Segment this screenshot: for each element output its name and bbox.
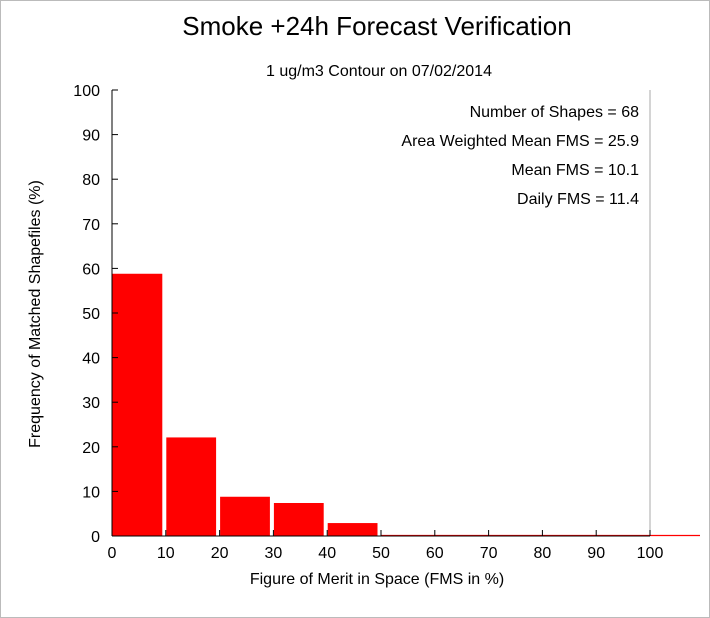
y-tick-label-60: 60 <box>82 261 100 278</box>
stat-daily-fms: Daily FMS = 11.4 <box>517 191 639 208</box>
y-tick-label-10: 10 <box>82 484 100 501</box>
y-axis-label: Frequency of Matched Shapefiles (%) <box>27 180 44 448</box>
bars-group <box>112 273 700 537</box>
stat-area-weighted-mean-fms: Area Weighted Mean FMS = 25.9 <box>401 133 639 150</box>
stat-mean-fms: Mean FMS = 10.1 <box>511 162 639 179</box>
chart-title: Smoke +24h Forecast Verification <box>182 11 571 41</box>
x-tick-label-60: 60 <box>426 545 444 562</box>
y-tick-label-70: 70 <box>82 217 100 234</box>
x-tick-label-30: 30 <box>265 545 283 562</box>
y-tick-label-100: 100 <box>73 83 100 100</box>
x-tick-label-0: 0 <box>108 545 117 562</box>
bar-2 <box>220 496 270 536</box>
y-ticks-group: 0 10 20 30 40 50 60 70 80 90 100 <box>73 83 118 546</box>
y-tick-label-50: 50 <box>82 306 100 323</box>
x-tick-label-80: 80 <box>534 545 552 562</box>
bar-4 <box>327 523 378 536</box>
x-tick-label-50: 50 <box>372 545 390 562</box>
x-tick-label-100: 100 <box>637 545 664 562</box>
x-tick-label-40: 40 <box>318 545 336 562</box>
chart-subtitle: 1 ug/m3 Contour on 07/02/2014 <box>266 63 492 80</box>
y-tick-label-90: 90 <box>82 128 100 145</box>
stat-number-of-shapes: Number of Shapes = 68 <box>470 104 640 121</box>
stats-annotations: Number of Shapes = 68 Area Weighted Mean… <box>401 104 639 208</box>
y-tick-label-20: 20 <box>82 440 100 457</box>
y-tick-label-80: 80 <box>82 172 100 189</box>
bar-1 <box>166 437 217 536</box>
x-tick-label-90: 90 <box>587 545 605 562</box>
y-tick-label-0: 0 <box>91 529 100 546</box>
x-tick-label-20: 20 <box>211 545 229 562</box>
bar-3 <box>273 502 324 536</box>
bar-0 <box>112 273 163 536</box>
y-tick-label-40: 40 <box>82 351 100 368</box>
x-tick-label-10: 10 <box>157 545 175 562</box>
x-tick-label-70: 70 <box>480 545 498 562</box>
x-ticks-group: 0 10 20 30 40 50 60 70 80 90 100 <box>108 530 664 562</box>
x-axis-label: Figure of Merit in Space (FMS in %) <box>250 571 504 588</box>
y-tick-label-30: 30 <box>82 395 100 412</box>
